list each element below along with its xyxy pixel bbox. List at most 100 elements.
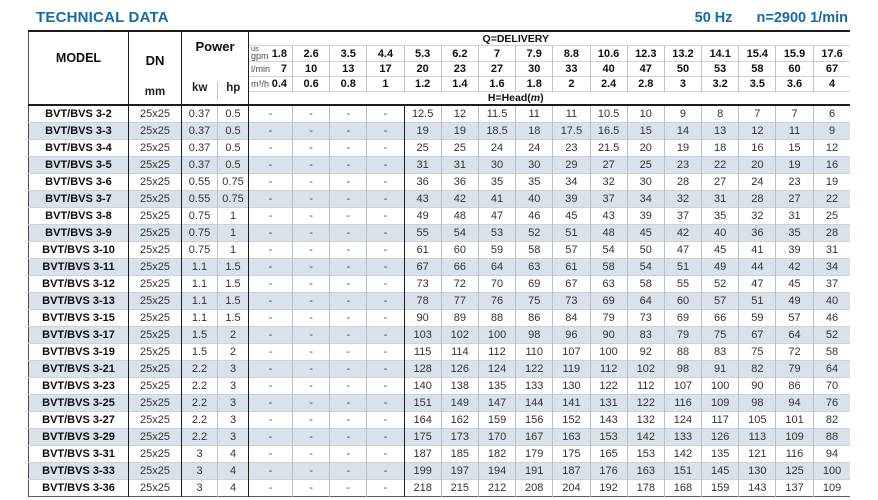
no-data-cell: - [291,258,330,276]
hp-cell: 0.75 [217,190,249,208]
head-value-cell: 208 [515,479,553,497]
no-data-cell: - [366,224,405,242]
head-value-cell: 11 [775,122,814,140]
unit-value-cell: 60 [775,61,814,77]
no-data-cell: - [291,394,330,412]
table-header: MODEL DN mm Power kw hp Q=DELIVERY [28,31,851,106]
unit-label: l/min [251,63,271,74]
head-value-cell: 98 [663,360,702,378]
no-data-cell: - [366,241,405,259]
head-value-cell: 31 [812,241,851,259]
hp-cell: 1 [217,224,249,242]
no-data-cell: - [329,445,367,463]
table-row: BVT/BVS 3-11 25x25 1.1 1.5- - - -67 66 64 63 61 58 5… [28,258,851,276]
hp-cell: 1.5 [217,258,249,276]
head-value-cell: 44 [738,258,776,276]
kw-cell: 0.37 [181,122,218,140]
head-value-cell: 178 [626,479,665,497]
table-row: BVT/BVS 3-33 25x25 3 4- - - -199 197 194 191 187 17… [28,462,851,480]
unit-value-cell: 13 [329,61,367,77]
head-value-cell: 34 [812,258,851,276]
head-value-cell: 57 [775,309,814,327]
hp-cell: 1.5 [217,309,249,327]
head-value-cell: 69 [515,275,553,293]
unit-value: 1.8 [271,47,287,60]
unit-value-cell: 50 [663,61,702,77]
dn-header-label: DN [145,53,165,68]
head-value-cell: 18.5 [477,122,516,140]
model-cell: BVT/BVS 3-19 [28,343,129,361]
head-value-cell: 88 [663,343,702,361]
model-cell: BVT/BVS 3-27 [28,411,129,429]
no-data-cell: - [291,105,330,123]
hp-cell: 1 [217,241,249,259]
head-value-cell: 112 [589,360,628,378]
page-header: TECHNICAL DATA 50 Hz n=2900 1/min [0,0,878,30]
head-value-cell: 57 [701,292,739,310]
head-value-cell: 55 [663,275,702,293]
head-value-cell: 37 [812,275,851,293]
head-value-cell: 64 [626,292,665,310]
dn-cell: 25x25 [128,275,182,293]
head-value-cell: 124 [477,360,516,378]
head-value-cell: 69 [663,309,702,327]
no-data-cell: - [329,258,367,276]
no-data-cell: - [248,462,293,480]
head-value-cell: 21.5 [589,139,628,157]
head-value-cell: 119 [552,360,590,378]
head-value-cell: 19 [775,156,814,174]
hp-cell: 4 [217,479,249,497]
no-data-cell: - [329,241,367,259]
head-value-cell: 41 [477,190,516,208]
kw-cell: 2.2 [181,394,218,412]
head-value-cell: 49 [403,207,442,225]
head-value-cell: 40 [701,224,739,242]
no-data-cell: - [291,292,330,310]
head-value-cell: 182 [477,445,516,463]
head-value-cell: 30 [477,156,516,174]
head-value-cell: 122 [626,394,665,412]
no-data-cell: - [329,411,367,429]
head-value-cell: 102 [626,360,665,378]
head-value-cell: 151 [403,394,442,412]
head-value-cell: 130 [552,377,590,395]
hp-cell: 2 [217,326,249,344]
head-value-cell: 167 [515,428,553,446]
unit-value-cell: 58 [738,61,776,77]
head-value-cell: 9 [812,122,851,140]
head-value-cell: 24 [477,139,516,157]
unit-first-cell: l/min 7 [248,61,293,77]
model-header-label: MODEL [55,51,102,65]
head-value-cell: 153 [589,428,628,446]
head-value-cell: 52 [515,224,553,242]
no-data-cell: - [291,173,330,191]
model-cell: BVT/BVS 3-23 [28,377,129,395]
unit-value-cell: 15.9 [775,45,814,62]
dn-cell: 25x25 [128,445,182,463]
hp-cell: 3 [217,428,249,446]
head-value-cell: 25 [440,139,479,157]
head-value-cell: 46 [812,309,851,327]
no-data-cell: - [366,394,405,412]
no-data-cell: - [248,479,293,497]
kw-cell: 1.1 [181,275,218,293]
head-value-cell: 23 [775,173,814,191]
unit-value: 7 [280,63,287,75]
table-row: BVT/BVS 3-19 25x25 1.5 2- - - -115 114 112 110 107… [28,343,851,361]
head-value-cell: 16 [812,156,851,174]
head-value-cell: 175 [552,445,590,463]
model-cell: BVT/BVS 3-11 [28,258,129,276]
no-data-cell: - [291,479,330,497]
head-value-cell: 70 [812,377,851,395]
head-value-cell: 103 [403,326,442,344]
head-value-cell: 13 [701,122,739,140]
head-value-cell: 116 [775,445,814,463]
head-value-cell: 117 [701,411,739,429]
kw-cell: 2.2 [181,360,218,378]
head-value-cell: 36 [440,173,479,191]
hp-cell: 1.5 [217,275,249,293]
kw-cell: 0.75 [181,224,218,242]
head-value-cell: 132 [626,411,665,429]
dn-cell: 25x25 [128,207,182,225]
head-value-cell: 163 [552,428,590,446]
